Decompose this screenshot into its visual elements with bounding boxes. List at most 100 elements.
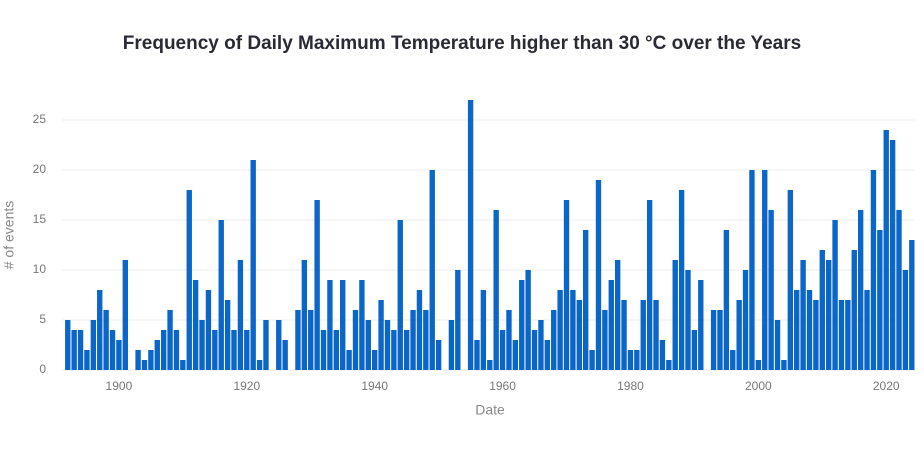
bar — [557, 290, 563, 370]
bar — [263, 320, 269, 370]
bar — [838, 300, 845, 370]
bar — [122, 260, 128, 370]
bar — [167, 310, 173, 370]
bar — [218, 220, 224, 370]
bar — [180, 360, 186, 370]
bar — [333, 330, 340, 370]
bar — [314, 200, 320, 370]
bar — [199, 320, 205, 370]
bar — [736, 300, 742, 370]
bar — [813, 300, 819, 370]
bar — [685, 270, 691, 370]
bar — [116, 340, 122, 370]
x-tick-label: 1940 — [361, 379, 388, 393]
bar — [378, 300, 384, 370]
bar — [192, 280, 199, 370]
bar — [787, 190, 793, 370]
bar — [781, 360, 787, 370]
bar — [819, 250, 825, 370]
bar — [346, 350, 352, 370]
bar — [589, 350, 595, 370]
bar — [90, 320, 97, 370]
bar — [212, 330, 218, 370]
bar — [614, 260, 621, 370]
x-tick-label: 1920 — [233, 379, 260, 393]
bar — [493, 210, 499, 370]
bar — [256, 360, 263, 370]
bar — [851, 250, 857, 370]
bar — [448, 320, 455, 370]
bar — [902, 270, 909, 370]
bar — [365, 320, 371, 370]
bar — [359, 280, 365, 370]
bar — [327, 280, 333, 370]
bar — [295, 310, 301, 370]
bar — [678, 190, 685, 370]
bar — [659, 340, 666, 370]
bar — [435, 340, 442, 370]
bar — [282, 340, 288, 370]
bar — [806, 290, 813, 370]
bar — [480, 290, 487, 370]
bar — [576, 300, 582, 370]
bar — [857, 210, 864, 370]
bar — [723, 230, 730, 370]
bar — [832, 220, 838, 370]
y-tick-label: 10 — [33, 262, 47, 276]
bar — [653, 300, 659, 370]
bar — [666, 360, 672, 370]
bar — [544, 340, 551, 370]
bar — [423, 310, 429, 370]
bar — [65, 320, 71, 370]
bar — [621, 300, 627, 370]
bar — [825, 260, 832, 370]
bar — [391, 330, 397, 370]
bar — [160, 330, 167, 370]
bar — [429, 170, 435, 370]
bar — [474, 340, 480, 370]
y-tick-label: 25 — [33, 112, 47, 126]
bar — [224, 300, 231, 370]
bar — [762, 170, 768, 370]
bar — [538, 320, 544, 370]
bar — [608, 280, 614, 370]
x-tick-label: 1980 — [617, 379, 644, 393]
bar — [512, 340, 519, 370]
bar — [276, 320, 282, 370]
x-tick-label: 1960 — [489, 379, 516, 393]
bar — [883, 130, 889, 370]
bar — [563, 200, 570, 370]
bar — [487, 360, 493, 370]
bar — [109, 330, 116, 370]
bar — [551, 310, 557, 370]
bar — [531, 330, 538, 370]
bar — [627, 350, 634, 370]
bar — [97, 290, 103, 370]
y-tick-label: 20 — [33, 162, 47, 176]
bar — [301, 260, 308, 370]
y-tick-label: 0 — [39, 362, 46, 376]
bar — [410, 310, 416, 370]
bar — [231, 330, 237, 370]
bar — [730, 350, 736, 370]
bar — [506, 310, 512, 370]
bar — [870, 170, 877, 370]
bar — [525, 270, 531, 370]
bar — [205, 290, 212, 370]
bar — [646, 200, 653, 370]
bar — [889, 140, 896, 370]
bar — [352, 310, 359, 370]
bar — [154, 340, 160, 370]
bar — [717, 310, 723, 370]
bar — [84, 350, 90, 370]
bar — [755, 360, 762, 370]
bar — [148, 350, 154, 370]
bar — [173, 330, 180, 370]
bar — [749, 170, 755, 370]
bar — [640, 300, 646, 370]
bar — [371, 350, 378, 370]
bar — [570, 290, 576, 370]
bar — [186, 190, 192, 370]
x-axis-label: Date — [475, 402, 505, 418]
